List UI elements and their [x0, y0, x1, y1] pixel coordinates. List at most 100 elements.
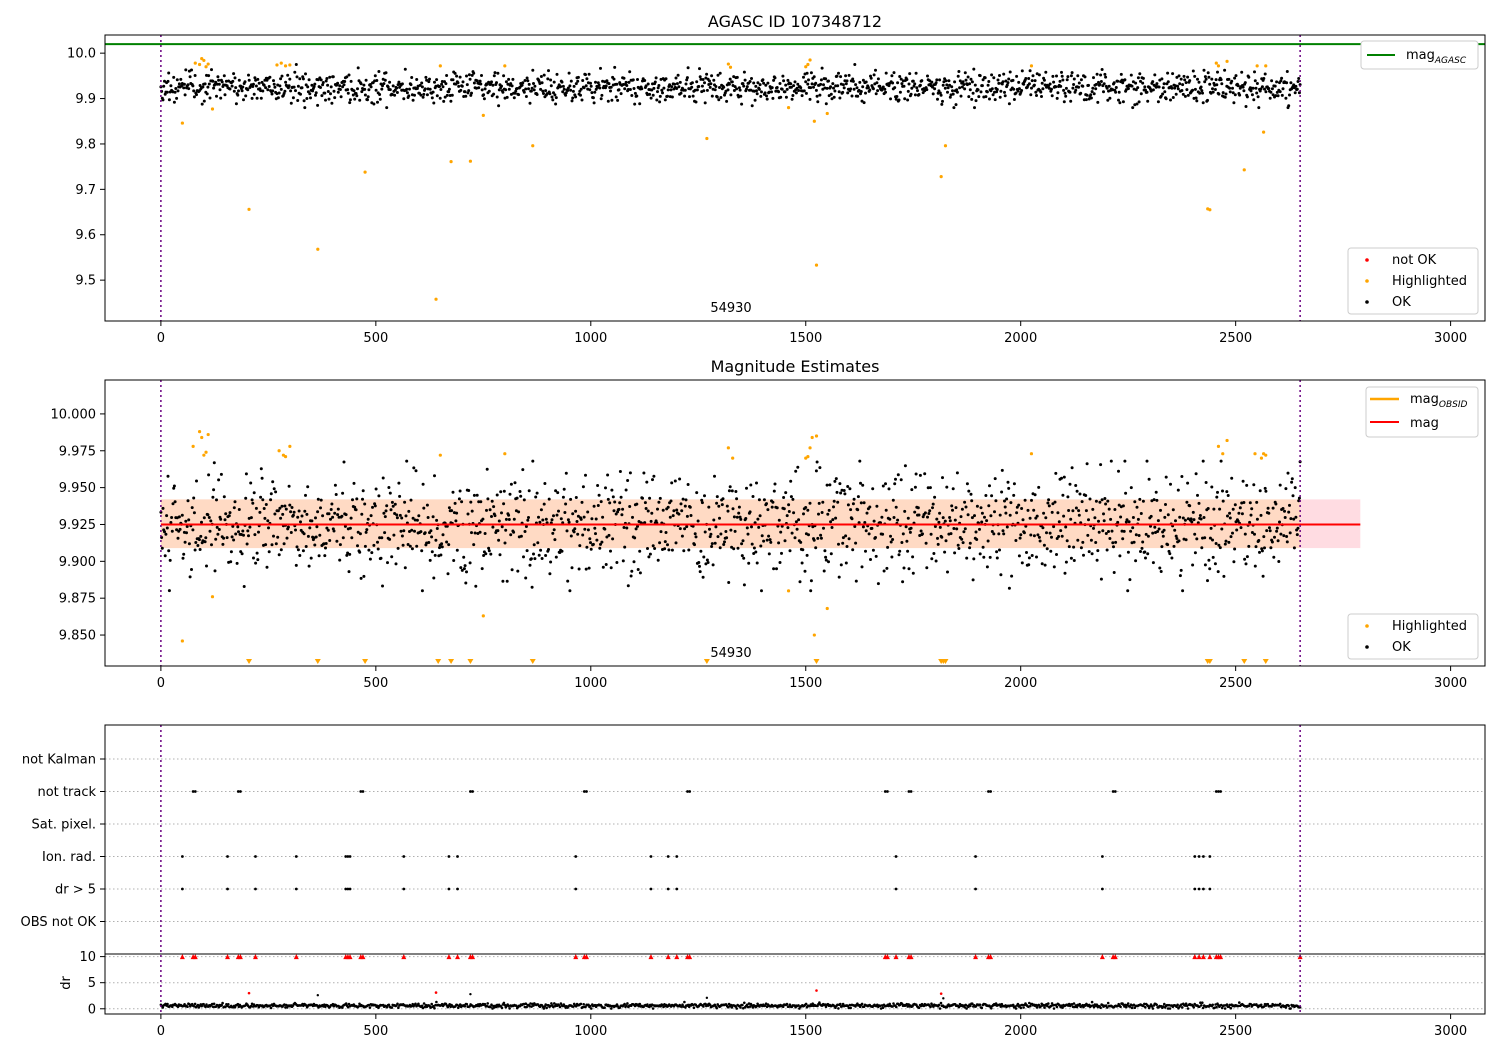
- ok-point: [708, 79, 711, 83]
- ok-point: [1005, 83, 1009, 87]
- ok-point: [792, 84, 796, 88]
- ok-point: [943, 519, 947, 523]
- ok-point: [613, 65, 617, 69]
- ok-point: [871, 487, 875, 491]
- dr-point: [1229, 1006, 1233, 1010]
- ok-point: [510, 568, 514, 572]
- ok-point: [968, 88, 972, 92]
- ok-point: [998, 95, 1002, 99]
- ok-point: [466, 512, 470, 516]
- ok-point: [978, 527, 981, 531]
- ok-point: [312, 85, 316, 89]
- ok-point: [323, 91, 327, 95]
- ok-point: [920, 79, 924, 83]
- ok-point: [663, 98, 667, 102]
- ok-point: [200, 102, 204, 106]
- ok-point: [859, 481, 862, 485]
- ok-point: [616, 98, 620, 102]
- ok-point: [894, 505, 898, 509]
- ok-point: [562, 487, 566, 491]
- dr-point: [1215, 1005, 1218, 1009]
- dr-point: [730, 1006, 734, 1009]
- ok-point: [400, 516, 404, 520]
- ok-point: [294, 63, 298, 66]
- ok-point: [809, 71, 813, 75]
- ok-point: [425, 78, 429, 82]
- ok-point: [532, 82, 535, 85]
- ok-point: [1168, 552, 1172, 556]
- ok-point: [314, 91, 318, 95]
- ok-point: [480, 567, 484, 571]
- dr-point: [848, 1003, 852, 1007]
- ok-point: [894, 477, 897, 481]
- ok-point: [737, 505, 741, 509]
- dr-capped-marker: [973, 954, 979, 960]
- ok-point: [796, 82, 800, 86]
- ok-point: [876, 89, 880, 93]
- ok-point: [1225, 490, 1229, 494]
- ok-point: [415, 87, 419, 90]
- ok-point: [1191, 88, 1195, 92]
- ok-point: [175, 96, 179, 100]
- ok-point: [1201, 536, 1204, 540]
- ok-point: [438, 96, 442, 100]
- highlighted-point: [726, 446, 730, 450]
- ok-point: [474, 584, 478, 588]
- ok-point: [680, 534, 684, 538]
- dr-point: [824, 1005, 828, 1008]
- ok-point: [1242, 89, 1246, 93]
- ok-point: [1157, 85, 1161, 89]
- ok-point: [713, 88, 717, 92]
- ok-point: [910, 488, 914, 492]
- ok-point: [1053, 500, 1057, 504]
- ok-point: [862, 101, 866, 105]
- ok-point: [1035, 514, 1039, 518]
- ok-point: [435, 78, 439, 82]
- ok-point: [757, 87, 761, 91]
- ok-point: [564, 502, 568, 506]
- ok-point: [566, 579, 570, 583]
- ok-point: [625, 526, 629, 530]
- ok-point: [1117, 90, 1121, 94]
- ok-point: [512, 517, 516, 521]
- ok-point: [571, 89, 575, 93]
- ok-point: [1186, 517, 1190, 521]
- ok-point: [1264, 489, 1268, 493]
- ok-point: [744, 517, 748, 520]
- flags-xtick-label: 2000: [1004, 1024, 1037, 1039]
- ok-point: [203, 540, 207, 544]
- legend-marker-not-ok: [1365, 258, 1369, 262]
- ok-point: [674, 76, 678, 80]
- ok-point: [1287, 104, 1291, 108]
- ok-point: [925, 566, 929, 570]
- dr-point: [849, 1006, 852, 1010]
- ok-point: [247, 73, 250, 77]
- ok-point: [585, 545, 589, 549]
- ok-point: [429, 529, 433, 533]
- dr-point: [907, 1003, 910, 1006]
- ok-point: [956, 543, 960, 547]
- ok-point: [293, 70, 297, 74]
- dr-point: [841, 1002, 845, 1006]
- ok-point: [801, 548, 805, 552]
- ok-point: [899, 478, 903, 482]
- ok-point: [516, 569, 520, 573]
- ok-point: [1171, 72, 1175, 76]
- ok-point: [574, 95, 578, 99]
- ok-point: [984, 494, 988, 497]
- ok-point: [852, 87, 856, 91]
- ok-point: [1161, 92, 1165, 96]
- ok-point: [1184, 81, 1188, 85]
- ok-point: [824, 555, 828, 559]
- flag-point: [1100, 855, 1104, 858]
- ok-point: [853, 63, 857, 66]
- ok-point: [336, 81, 340, 85]
- dr-point: [1168, 1007, 1172, 1010]
- ok-point: [220, 80, 224, 84]
- dr-point: [1029, 1004, 1032, 1008]
- flag-point: [447, 887, 451, 891]
- ok-point: [1134, 81, 1138, 85]
- ok-point: [960, 507, 964, 511]
- ok-point: [1231, 507, 1235, 511]
- ok-point: [940, 102, 944, 106]
